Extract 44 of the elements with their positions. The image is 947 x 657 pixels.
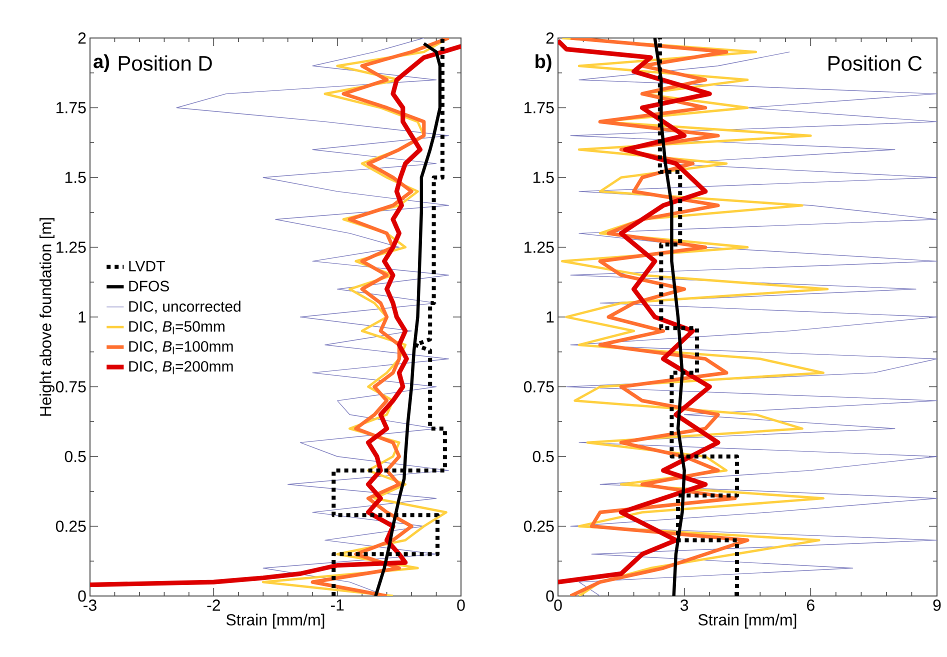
line-series: [561, 38, 829, 596]
y-tick-label: 0.25: [524, 520, 554, 532]
legend-label: DFOS: [129, 280, 169, 292]
x-tick-label: 3: [680, 600, 688, 611]
y-tick-label: 1.5: [65, 172, 86, 184]
y-tick-label: 1.5: [533, 172, 554, 184]
y-tick-label: 2: [78, 32, 86, 44]
y-tick-label: 0.75: [524, 381, 554, 392]
y-tick-label: 1.25: [524, 242, 554, 253]
line-series: [558, 38, 720, 584]
legend-label: DIC, B$_{l}$=200mm: [129, 361, 233, 374]
y-tick-label: 1: [78, 311, 86, 323]
x-axis-title: Strain [mm/m]: [698, 614, 796, 629]
legend-label: LVDT: [129, 260, 165, 272]
annotation: Position D: [118, 55, 212, 71]
x-tick-label: -2: [207, 600, 220, 611]
y-tick-label: 2: [546, 32, 554, 44]
x-tick-label: 0: [457, 600, 465, 611]
x-tick-label: 9: [933, 600, 941, 611]
x-tick-label: 0: [554, 600, 562, 611]
x-tick-label: 6: [807, 600, 814, 611]
y-tick-label: 0.25: [56, 520, 86, 532]
x-tick-label: -1: [330, 600, 344, 611]
legend-label: DIC, uncorrected: [129, 300, 240, 314]
x-axis-title: Strain [mm/m]: [226, 614, 324, 629]
x-tick-label: -3: [84, 600, 96, 611]
y-tick-label: 1: [546, 311, 554, 323]
annotation: Position C: [828, 55, 922, 71]
text: b): [536, 54, 552, 72]
line-series: [658, 38, 739, 596]
y-axis-title: Height above foundation [m]: [40, 218, 54, 416]
y-tick-label: 1.25: [56, 242, 86, 253]
line-series: [310, 38, 450, 596]
y-tick-label: 0.5: [64, 450, 86, 462]
y-tick-label: 0.5: [532, 450, 554, 462]
y-tick-label: 0.75: [56, 381, 86, 392]
line-series: [332, 38, 447, 596]
y-tick-label: 1.75: [524, 102, 554, 114]
legend-label: DIC, B$_{l}$=100mm: [129, 341, 233, 354]
y-tick-label: 1.75: [56, 102, 86, 114]
legend-label: DIC, B$_{l}$=50mm: [129, 321, 224, 334]
y-tick-label: 0: [546, 590, 554, 602]
annotation: a): [94, 54, 110, 72]
y-tick-label: 0: [78, 590, 86, 602]
